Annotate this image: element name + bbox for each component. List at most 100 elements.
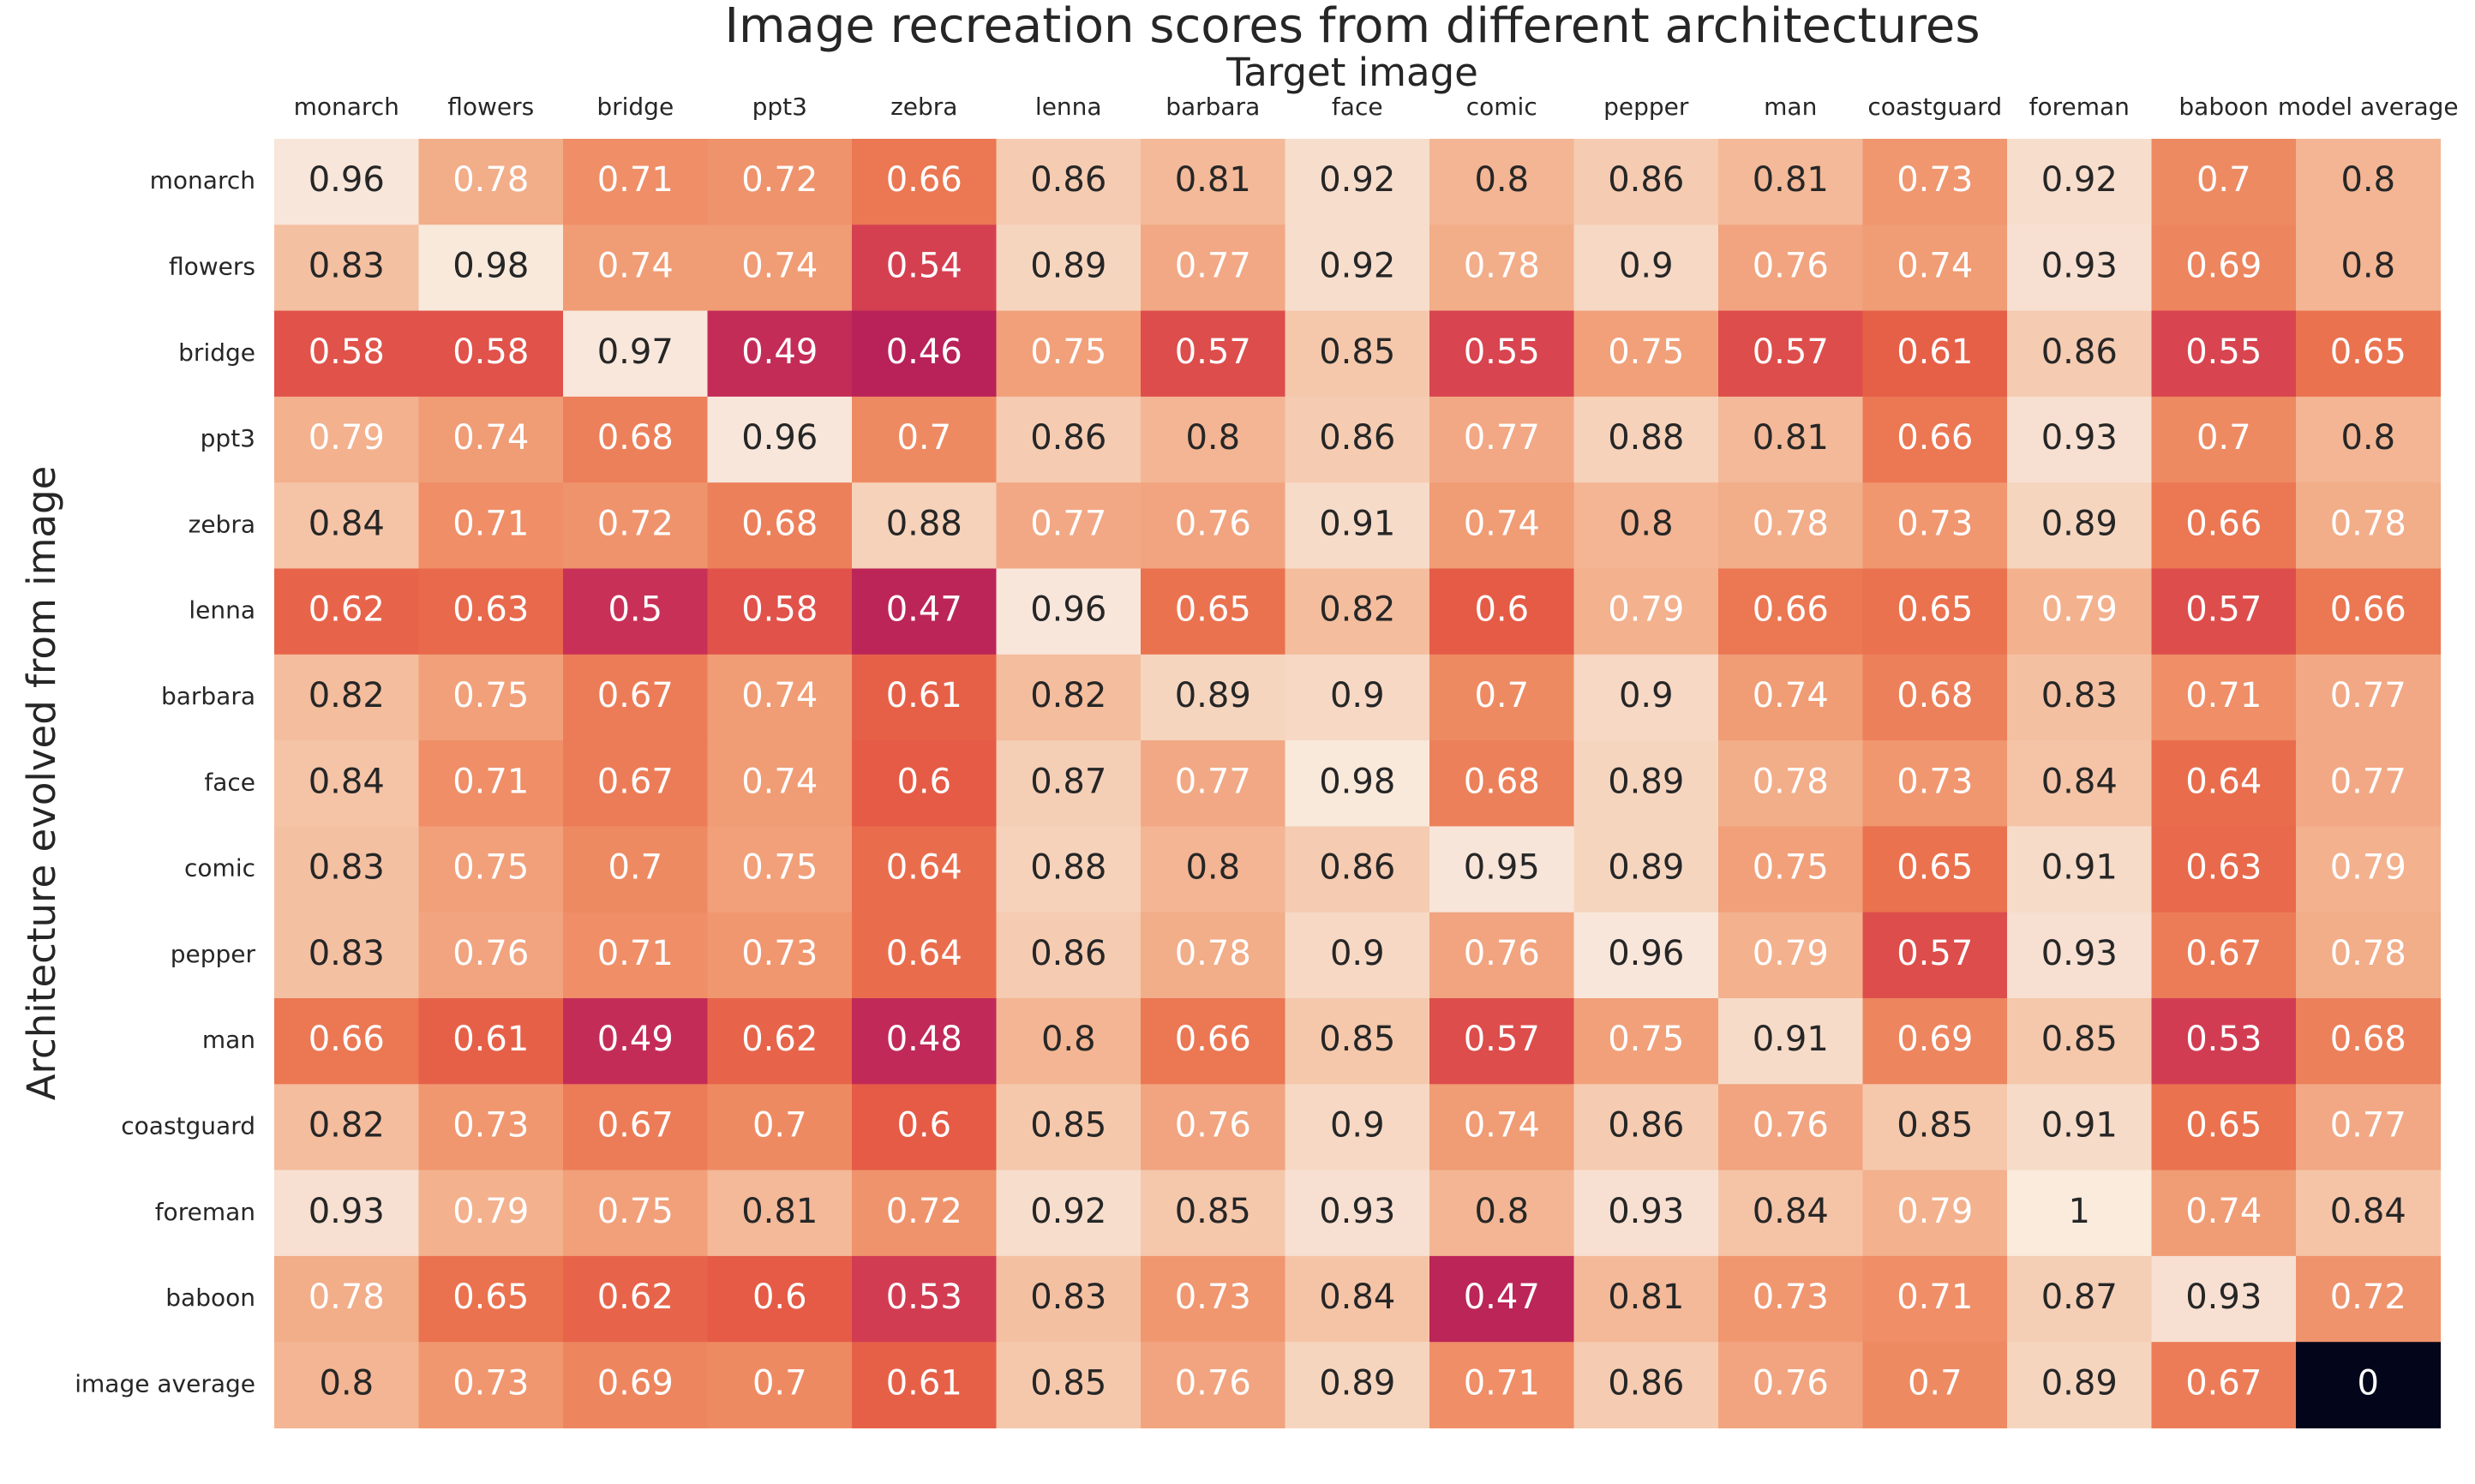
cell-value-label: 0.66: [1753, 590, 1829, 630]
heatmap-cell: [1141, 568, 1286, 655]
cell-value-label: 0.64: [886, 848, 962, 888]
cell-value-label: 0.86: [1608, 1363, 1684, 1403]
heatmap-cell: [1285, 568, 1430, 655]
heatmap-cell: [852, 139, 998, 225]
heatmap-cell: [2007, 1342, 2153, 1429]
heatmap-cell: [274, 1084, 420, 1171]
heatmap-cell: [852, 1342, 998, 1429]
cell-value-label: 0.85: [1319, 1020, 1395, 1059]
heatmap-cell: [1718, 1084, 1864, 1171]
cell-value-label: 0.68: [741, 504, 818, 543]
cell-value-label: 0.53: [886, 1278, 962, 1317]
heatmap-cell: [1429, 139, 1575, 225]
heatmap-cell: [1141, 740, 1286, 827]
heatmap-cell: [1573, 139, 1719, 225]
cell-value-label: 0.79: [1608, 590, 1684, 630]
cell-value-label: 0.78: [1464, 246, 1540, 285]
cell-value-label: 0.86: [1319, 848, 1395, 888]
heatmap-cell: [1285, 482, 1430, 570]
heatmap-cell: [996, 998, 1142, 1085]
heatmap-cell: [707, 396, 853, 483]
cell-value-label: 0.74: [1897, 246, 1973, 285]
heatmap-cell: [418, 310, 564, 398]
heatmap-cell: [2151, 139, 2297, 225]
cell-value-label: 0.93: [2041, 934, 2118, 973]
cell-value-label: 0.75: [1608, 1020, 1684, 1059]
heatmap-cell: [2007, 310, 2153, 398]
cell-value-label: 0.78: [309, 1278, 385, 1317]
cell-value-label: 0.67: [597, 762, 674, 801]
heatmap-cell: [1573, 224, 1719, 312]
heatmap-cell: [274, 654, 420, 741]
cell-value-label: 0.76: [1175, 1105, 1251, 1145]
cell-value-label: 0.74: [1464, 1105, 1540, 1145]
cell-value-label: 0.75: [1030, 332, 1106, 372]
cell-value-label: 0.89: [1608, 848, 1684, 888]
x-tick-label: monarch: [294, 93, 399, 121]
cell-value-label: 0.75: [452, 848, 529, 888]
heatmap-cell: [2007, 998, 2153, 1085]
heatmap-cell: [1573, 1342, 1719, 1429]
cell-value-label: 0.69: [1897, 1020, 1973, 1059]
heatmap-cell: [1573, 998, 1719, 1085]
x-tick-label: baboon: [2178, 93, 2268, 121]
heatmap-cell: [707, 1170, 853, 1257]
cell-value-label: 0.86: [1030, 934, 1106, 973]
heatmap-cell: [1141, 998, 1286, 1085]
heatmap-cell: [2296, 1084, 2442, 1171]
heatmap-cell: [563, 826, 709, 913]
heatmap-cell: [707, 139, 853, 225]
heatmap-cell: [1573, 912, 1719, 999]
cell-value-label: 0.47: [886, 590, 962, 630]
cell-value-label: 0.95: [1464, 848, 1540, 888]
heatmap-cell: [2296, 1342, 2442, 1429]
cell-value-label: 0.8: [1474, 160, 1529, 200]
heatmap-cell: [1285, 139, 1430, 225]
heatmap-cell: [996, 1170, 1142, 1257]
heatmap-cell: [996, 1255, 1142, 1343]
cell-value-label: 0.79: [2330, 848, 2406, 888]
cell-value-label: 0.65: [452, 1278, 529, 1317]
cell-value-label: 0.7: [2196, 418, 2251, 458]
cell-value-label: 0.75: [1608, 332, 1684, 372]
heatmap-cell: [2007, 139, 2153, 225]
cell-value-label: 0.63: [452, 590, 529, 630]
x-tick-label: comic: [1466, 93, 1537, 121]
x-tick-label: pepper: [1603, 93, 1689, 121]
x-tick-labels: monarch flowers bridge ppt3 zebra lenna barbar…: [294, 93, 2459, 121]
heatmap-cell: [1718, 740, 1864, 827]
heatmap-cell: [1862, 139, 2008, 225]
cell-value-label: 0.96: [1030, 590, 1106, 630]
cell-value-label: 0.83: [1030, 1278, 1106, 1317]
cell-value-label: 0.47: [1464, 1278, 1540, 1317]
heatmap-cell: [1141, 1170, 1286, 1257]
cell-value-label: 0.62: [597, 1278, 674, 1317]
heatmap-cell: [1862, 310, 2008, 398]
heatmap-cell: [1862, 654, 2008, 741]
x-axis-title: Target image: [1226, 50, 1478, 95]
cell-value-label: 0.97: [597, 332, 674, 372]
heatmap-cell: [852, 482, 998, 570]
cell-value-label: 0.54: [886, 246, 962, 285]
cell-value-label: 0.49: [741, 332, 818, 372]
cell-value-label: 0.6: [896, 1105, 951, 1145]
heatmap-cell: [852, 740, 998, 827]
heatmap-cell: [563, 998, 709, 1085]
cell-value-label: 0.7: [1908, 1363, 1963, 1403]
cell-value-label: 0.81: [1608, 1278, 1684, 1317]
cell-value-label: 0.58: [452, 332, 529, 372]
cell-value-label: 0.73: [1753, 1278, 1829, 1317]
y-tick-label: baboon: [165, 1284, 255, 1312]
cell-value-label: 0.89: [1030, 246, 1106, 285]
heatmap-cell: [418, 139, 564, 225]
heatmap-cell: [2007, 826, 2153, 913]
cell-value-label: 0.74: [1464, 504, 1540, 543]
cell-value-label: 0.75: [452, 676, 529, 715]
x-tick-label: model average: [2278, 93, 2459, 121]
heatmap-cell: [1429, 1342, 1575, 1429]
cell-value-label: 0.85: [1175, 1192, 1251, 1231]
cell-value-label: 0.71: [597, 160, 674, 200]
cell-value-label: 0.79: [2041, 590, 2118, 630]
cell-value-label: 1: [2069, 1192, 2090, 1231]
cell-value-label: 0.8: [1041, 1020, 1096, 1059]
